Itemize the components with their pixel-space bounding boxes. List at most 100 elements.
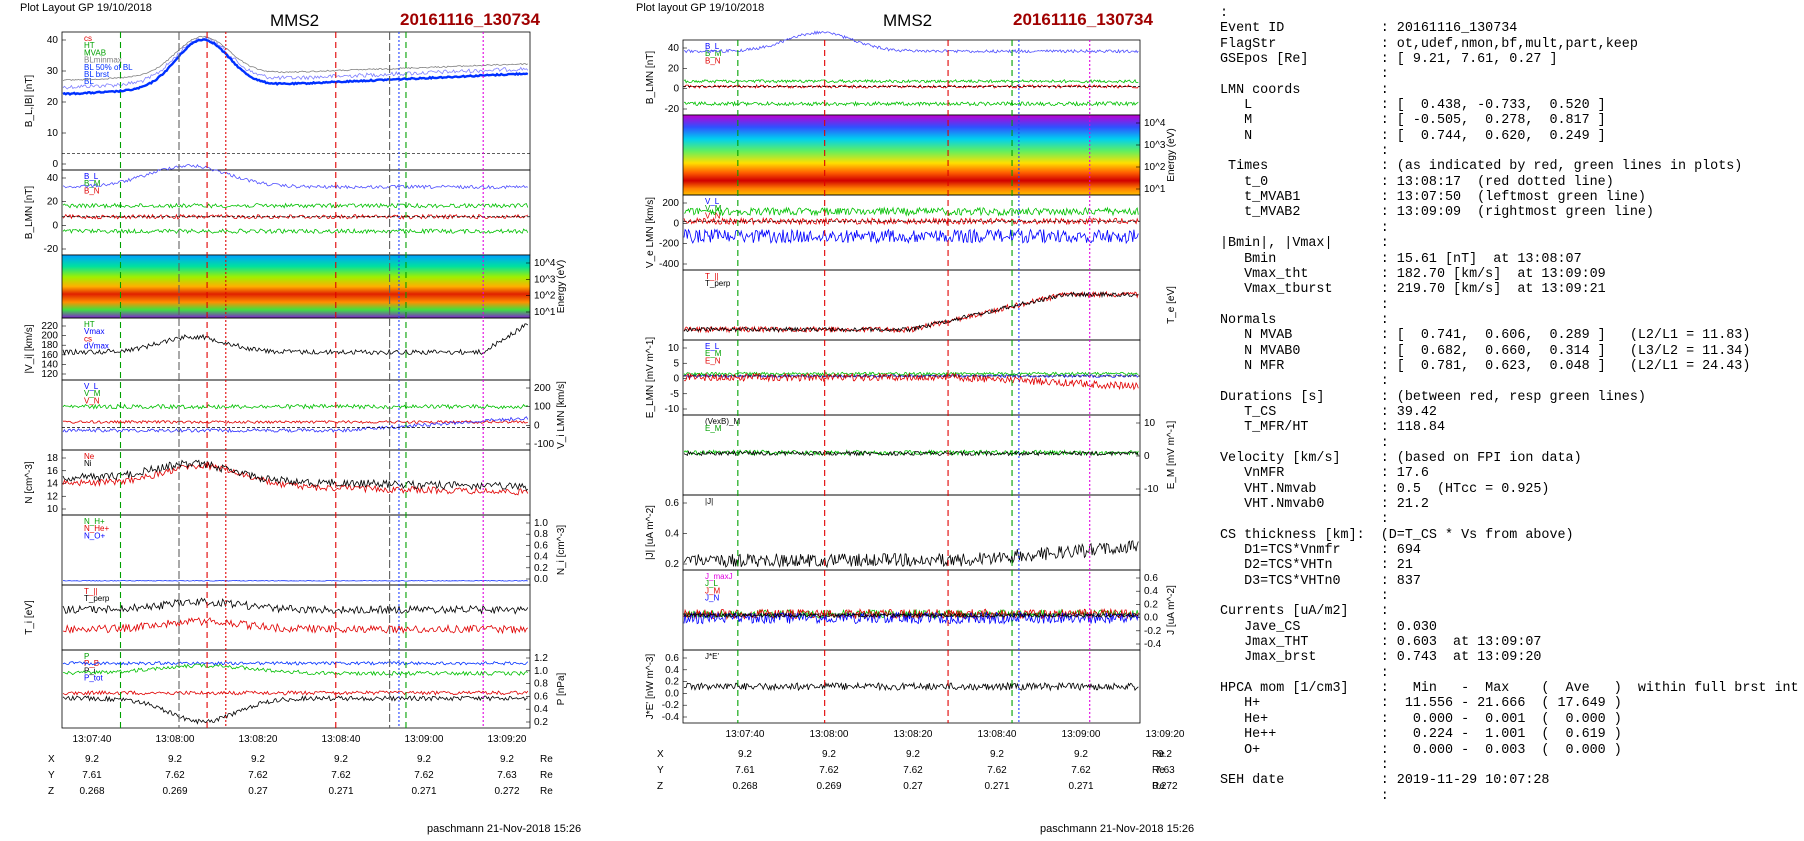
series-line xyxy=(683,610,1139,625)
axis-tick-label: 0.6 xyxy=(665,653,679,664)
legend-entry: cs xyxy=(84,34,92,43)
series-line xyxy=(683,373,1139,379)
axis-label: B_LMN [nT] xyxy=(24,186,35,240)
legend-entry: Vmax xyxy=(84,327,104,336)
axis-tick-label: 20 xyxy=(47,97,59,108)
series-line xyxy=(683,372,1139,391)
position-value: 9.2 xyxy=(417,754,431,765)
series-line xyxy=(62,459,529,492)
plot-footer: paschmann 21-Nov-2018 15:26 xyxy=(1040,823,1194,835)
legend-entry: B_N xyxy=(705,56,721,65)
position-value: 0.271 xyxy=(328,786,353,797)
axis-tick-label: 200 xyxy=(41,331,58,342)
axis-tick-label: 0 xyxy=(673,218,679,229)
axis-tick-label: -10 xyxy=(665,404,680,415)
legend-entry: N_H+ xyxy=(84,517,105,526)
axis-label: |V_i| [km/s] xyxy=(24,324,35,373)
panel-frame xyxy=(61,31,531,171)
series-line xyxy=(62,164,528,190)
legend-entry: B_M xyxy=(705,49,722,58)
series-line xyxy=(683,449,1139,457)
axis-tick-label: 40 xyxy=(47,173,59,184)
legend-entry: E_M xyxy=(705,349,722,358)
time-tick-label: 13:09:00 xyxy=(1062,729,1101,740)
position-value: 0.27 xyxy=(903,781,923,792)
spacecraft-label: MMS2 xyxy=(270,11,319,30)
position-value: 0.269 xyxy=(816,781,841,792)
position-value: 0.269 xyxy=(162,786,187,797)
time-tick-label: 13:08:00 xyxy=(156,734,195,745)
axis-label: T_i [eV] xyxy=(24,600,35,635)
time-tick-label: 13:08:20 xyxy=(894,729,933,740)
axis-tick-label: -0.2 xyxy=(1144,626,1162,637)
legend-entry: E_N xyxy=(705,356,721,365)
position-value: 0.268 xyxy=(732,781,757,792)
position-row-label: X xyxy=(48,754,55,765)
axis-tick-label: 10 xyxy=(47,504,59,515)
event-id-title: 20161116_130734 xyxy=(400,10,540,29)
series-line xyxy=(683,540,1139,569)
legend-entry: MVAB xyxy=(84,48,106,57)
panel-frame xyxy=(61,584,531,651)
legend-entry: Ni xyxy=(84,459,92,468)
axis-tick-label: 0 xyxy=(673,374,679,385)
axis-tick-label: 10^3 xyxy=(1144,140,1166,151)
legend-entry: J_M xyxy=(705,586,720,595)
position-value: 7.62 xyxy=(248,770,268,781)
legend-entry: B_L xyxy=(705,42,720,51)
position-value: 9.2 xyxy=(906,749,920,760)
axis-tick-label: 0.8 xyxy=(534,679,548,690)
axis-tick-label: 0.2 xyxy=(1144,599,1158,610)
axis-tick-label: 180 xyxy=(41,340,58,351)
series-line xyxy=(683,450,1139,457)
axis-tick-label: 16 xyxy=(47,466,59,477)
time-tick-label: 13:08:20 xyxy=(239,734,278,745)
position-row-label: Z xyxy=(657,781,663,792)
series-line xyxy=(62,416,529,433)
axis-tick-label: 30 xyxy=(47,66,59,77)
position-value: 9.2 xyxy=(500,754,514,765)
event-id-title: 20161116_130734 xyxy=(1013,10,1153,29)
axis-label: P [nPa] xyxy=(556,672,567,705)
series-line xyxy=(62,597,529,615)
axis-label: N_i [cm^-3] xyxy=(556,525,567,575)
series-line xyxy=(683,681,1139,692)
axis-tick-label: 0.4 xyxy=(665,665,679,676)
left-figure: Plot Layout GP 19/10/2018 MMS2 20161116_13… xyxy=(20,2,581,835)
axis-tick-label: 5 xyxy=(673,358,679,369)
axis-label: B_LMN [nT] xyxy=(645,51,656,105)
position-value: 7.62 xyxy=(331,770,351,781)
position-value: 7.62 xyxy=(987,765,1007,776)
legend-entry: P xyxy=(84,652,89,661)
plot-header: Plot Layout GP 19/10/2018 xyxy=(20,2,152,14)
axis-tick-label: 20 xyxy=(47,197,59,208)
axis-tick-label: 0.0 xyxy=(1144,613,1158,624)
position-unit: Re xyxy=(540,754,553,765)
axis-tick-label: 40 xyxy=(47,35,59,46)
legend-entry: V_M xyxy=(705,204,722,213)
right-figure: Plot layout GP 19/10/2018 MMS2 20161116_13… xyxy=(636,2,1194,835)
axis-tick-label: -10 xyxy=(1144,484,1159,495)
legend-entry: BLminmax xyxy=(84,56,122,65)
axis-tick-label: 0 xyxy=(52,159,58,170)
axis-tick-label: 0 xyxy=(673,84,679,95)
axis-tick-label: 1.2 xyxy=(534,653,548,664)
axis-tick-label: 0.2 xyxy=(534,563,548,574)
axis-tick-label: 10 xyxy=(1144,418,1156,429)
axis-tick-label: 10^1 xyxy=(1144,184,1166,195)
axis-tick-label: -100 xyxy=(534,439,554,450)
position-row-label: Y xyxy=(657,765,664,776)
axis-tick-label: 20 xyxy=(668,63,680,74)
panel-frame xyxy=(682,339,1141,416)
position-value: 9.2 xyxy=(1074,749,1088,760)
position-value: 9.2 xyxy=(822,749,836,760)
series-line xyxy=(62,403,528,410)
axis-tick-label: 100 xyxy=(534,402,551,413)
legend-entry: N_O+ xyxy=(84,531,105,540)
series-line xyxy=(683,206,1139,217)
position-value: 0.271 xyxy=(411,786,436,797)
panel-frame xyxy=(61,254,531,319)
position-row-label: X xyxy=(657,749,664,760)
axis-tick-label: -20 xyxy=(665,104,680,115)
legend-entry: HT xyxy=(84,320,95,329)
